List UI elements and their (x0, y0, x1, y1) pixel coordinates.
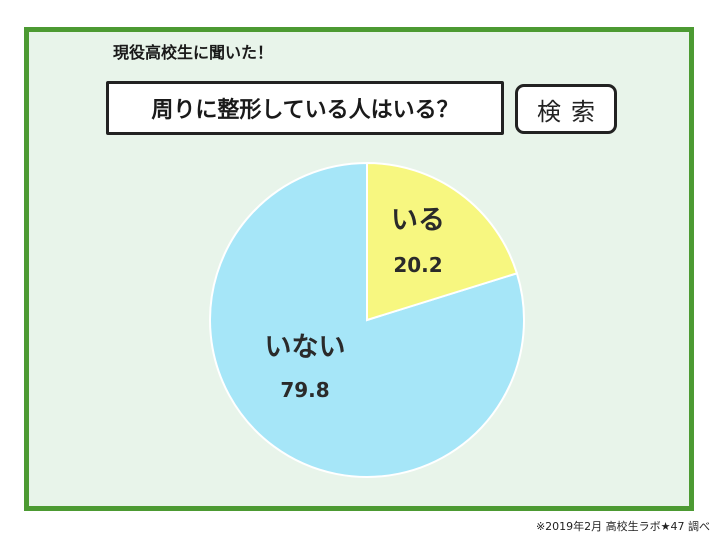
slice-label-no: いない (264, 332, 346, 363)
slice-value-yes: 20.2 (393, 253, 443, 277)
source-footnote: ※2019年2月 高校生ラボ★47 調べ (535, 520, 710, 533)
chart-subtitle: 現役高校生に聞いた！ (113, 43, 274, 62)
pie-slice-yes (366, 161, 519, 322)
slice-value-no: 79.8 (280, 378, 330, 402)
search-label: 検索 (537, 97, 605, 126)
search-button[interactable]: 検索 (515, 84, 617, 134)
slice-label-yes: いる (391, 205, 445, 236)
chart-title: 周りに整形している人はいる？ (151, 98, 459, 123)
chart-title-box: 周りに整形している人はいる？ (106, 81, 504, 135)
